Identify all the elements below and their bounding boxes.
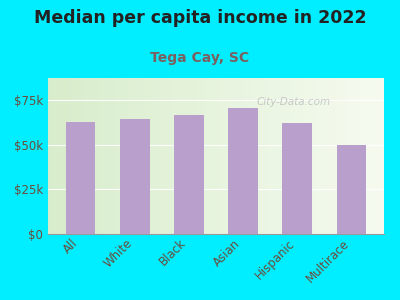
Text: Median per capita income in 2022: Median per capita income in 2022 — [34, 9, 366, 27]
Bar — [66, 122, 96, 234]
Bar — [336, 145, 366, 234]
Text: Tega Cay, SC: Tega Cay, SC — [150, 51, 250, 65]
Text: City-Data.com: City-Data.com — [256, 97, 330, 107]
Bar — [228, 108, 258, 234]
Bar — [120, 119, 150, 234]
Bar — [282, 124, 312, 234]
Bar — [174, 115, 204, 234]
